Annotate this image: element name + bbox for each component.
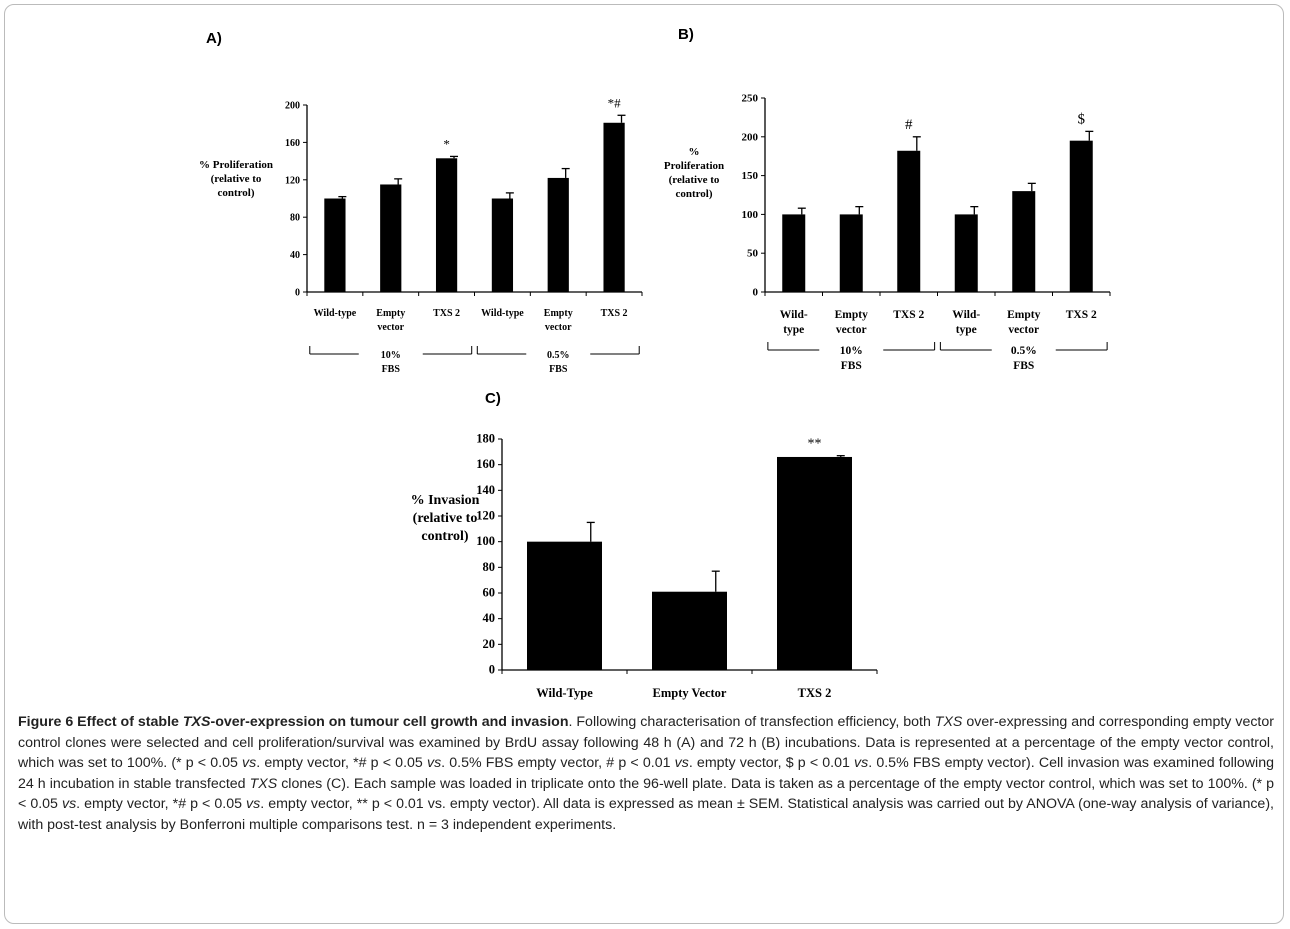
y-axis-label-c: % Invasion (relative to control): [395, 492, 495, 546]
figure-frame: [4, 4, 1284, 924]
x-category-label: type: [956, 324, 977, 336]
y-tick-label: 50: [747, 248, 759, 260]
y-axis-label-line: Proliferation: [663, 160, 725, 172]
x-category-label: vector: [836, 324, 867, 336]
y-tick-label: 120: [285, 175, 300, 186]
bar: [324, 198, 346, 292]
bar: [603, 122, 625, 292]
panel-label-a: A): [206, 30, 222, 47]
y-tick-label: 20: [483, 637, 496, 651]
x-category-label: Wild-type: [314, 308, 357, 319]
y-tick-label: 0: [489, 663, 495, 677]
group-label: 0.5%: [1011, 345, 1037, 357]
bar: [1069, 140, 1093, 292]
bar-chart-a: 0 40 80 120 160 200 Wild-type Empty vector * TXS 2…: [285, 95, 643, 375]
significance-annotation: #: [905, 117, 913, 133]
chart-panel-b: B) % Proliferation (relative to control) 0 5…: [0, 0, 1290, 400]
significance-annotation: *: [443, 136, 450, 151]
x-category-label: TXS 2: [433, 308, 460, 319]
y-tick-label: 60: [483, 586, 496, 600]
significance-annotation: $: [1078, 111, 1086, 127]
group-label: FBS: [549, 364, 568, 375]
y-tick-label: 250: [742, 93, 759, 105]
y-tick-label: 180: [476, 432, 495, 446]
bar: [435, 158, 458, 292]
bar: [777, 456, 852, 670]
y-tick-label: 200: [285, 101, 300, 112]
y-axis-label-a: % Proliferation (relative to control): [186, 158, 286, 200]
group-label: 10%: [381, 350, 401, 361]
y-axis-label-line: % Proliferation: [198, 159, 274, 171]
significance-annotation: *#: [608, 95, 622, 110]
group-label: 0.5%: [547, 350, 570, 361]
y-axis-label-line: %: [688, 146, 700, 158]
panel-label-b: B): [678, 26, 694, 43]
chart-panel-a: A) % Proliferation (relative to control) 0…: [0, 0, 660, 400]
bar: [897, 150, 921, 292]
bar: [491, 198, 514, 292]
x-category-label: Empty: [544, 308, 573, 319]
x-category-label: Wild-type: [481, 308, 524, 319]
figure-caption: Figure 6 Effect of stable TXS-over-expre…: [18, 714, 1274, 833]
x-category-label: Wild-: [952, 309, 980, 321]
y-axis-label-b: % Proliferation (relative to control): [644, 145, 744, 201]
x-category-label: Empty Vector: [653, 686, 727, 700]
x-category-label: vector: [377, 322, 404, 333]
y-axis-label-line: (relative to: [668, 174, 720, 186]
y-tick-label: 80: [290, 213, 300, 224]
y-axis-label-line: control): [675, 188, 713, 200]
y-tick-label: 0: [753, 287, 759, 299]
group-label: FBS: [1013, 360, 1034, 372]
x-category-label: TXS 2: [893, 309, 924, 321]
x-category-label: Wild-Type: [536, 686, 593, 700]
x-category-label: Empty: [835, 309, 868, 321]
x-category-label: TXS 2: [1066, 309, 1097, 321]
y-tick-label: 40: [290, 250, 300, 261]
bar-chart-b: 0 50 100 150 200 250 Wild-type Empty vector # TXS …: [742, 93, 1111, 372]
y-tick-label: 150: [742, 170, 759, 182]
x-category-label: Wild-: [780, 309, 808, 321]
y-tick-label: 80: [483, 560, 496, 574]
group-label: FBS: [841, 360, 862, 372]
group-label: FBS: [382, 364, 401, 375]
y-tick-label: 100: [476, 534, 495, 548]
y-axis-label-line: control): [421, 529, 469, 544]
bar: [652, 591, 727, 670]
bar: [527, 541, 602, 670]
bar: [547, 177, 569, 292]
x-category-label: Empty: [1007, 309, 1040, 321]
y-tick-label: 200: [742, 131, 759, 143]
bar: [380, 184, 402, 292]
x-category-label: TXS 2: [601, 308, 628, 319]
x-category-label: TXS 2: [798, 686, 832, 700]
caption-title: Figure 6 Effect of stable TXS-over-expre…: [18, 714, 569, 730]
y-tick-label: 160: [476, 457, 495, 471]
y-axis-label-line: % Invasion: [410, 493, 480, 508]
y-axis-label-line: control): [217, 187, 255, 199]
panel-label-c: C): [485, 390, 501, 407]
y-axis-label-line: (relative to: [210, 173, 262, 185]
x-category-label: vector: [1008, 324, 1039, 336]
bar: [782, 214, 806, 292]
bar-chart-c: 0 20 40 60 80 100 120 140 160 180 Wild-Type Empty V…: [476, 432, 878, 700]
bar: [839, 214, 863, 292]
y-tick-label: 100: [742, 209, 759, 221]
x-category-label: Empty: [376, 308, 405, 319]
y-tick-label: 0: [295, 288, 300, 299]
y-tick-label: 40: [483, 611, 496, 625]
significance-annotation: **: [808, 437, 822, 452]
group-label: 10%: [840, 345, 863, 357]
y-axis-label-line: (relative to: [412, 511, 478, 526]
bar: [954, 214, 978, 292]
y-tick-label: 160: [285, 138, 300, 149]
x-category-label: vector: [545, 322, 572, 333]
chart-panel-c: C) % Invasion (relative to control) 0 20 40 6…: [0, 380, 1290, 710]
y-tick-label: 140: [476, 483, 495, 497]
bar: [1012, 191, 1036, 292]
x-category-label: type: [783, 324, 804, 336]
y-tick-label: 120: [476, 509, 495, 523]
